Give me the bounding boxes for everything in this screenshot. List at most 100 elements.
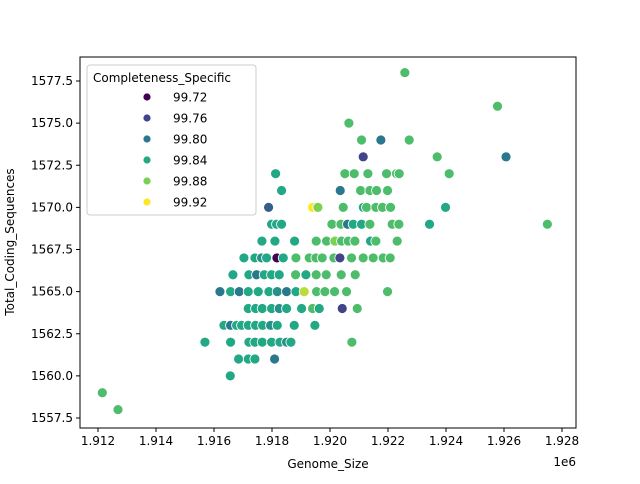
legend-box <box>86 64 257 216</box>
y-tick-label: 1557.5 <box>31 411 73 425</box>
legend-marker <box>142 155 152 165</box>
legend-marker <box>142 134 152 144</box>
legend-label: 99.80 <box>173 133 207 147</box>
data-point <box>440 201 451 213</box>
data-point <box>403 134 415 146</box>
data-point <box>310 269 322 281</box>
y-tick-label: 1570.0 <box>31 200 73 214</box>
data-point <box>319 286 331 298</box>
legend-title: Completeness_Specific <box>93 71 231 85</box>
data-point <box>233 286 245 298</box>
data-point <box>288 319 300 331</box>
data-point <box>492 100 503 112</box>
data-point <box>346 336 358 348</box>
x-offset-text: 1e6 <box>553 455 576 469</box>
axes: 1.912 1.914 1.916 1.918 1.920 1.922 1.924 1.926… <box>31 56 579 448</box>
data-point <box>329 286 340 298</box>
data-point <box>256 303 268 314</box>
legend-marker <box>142 92 152 102</box>
data-point <box>281 286 292 298</box>
data-point <box>281 303 292 314</box>
x-axis-label: Genome_Size <box>287 457 368 471</box>
x-tick-label: 1.918 <box>255 434 289 448</box>
legend-label: 99.88 <box>173 175 207 189</box>
data-point <box>348 168 360 180</box>
data-point <box>214 286 226 298</box>
data-point <box>290 269 301 281</box>
x-tick-label: 1.916 <box>197 434 231 448</box>
data-point <box>273 269 285 281</box>
data-point <box>276 218 287 230</box>
legend-marker <box>142 197 152 207</box>
data-point <box>334 185 346 196</box>
data-point <box>399 67 411 78</box>
data-point <box>313 303 325 314</box>
data-point <box>391 235 403 247</box>
points-layer <box>96 67 553 415</box>
data-point <box>351 303 363 314</box>
data-point <box>289 235 300 247</box>
data-point <box>349 235 361 247</box>
data-point <box>334 252 346 264</box>
data-point <box>224 370 236 382</box>
data-point <box>316 252 328 264</box>
data-point <box>362 168 374 180</box>
data-point <box>309 319 321 331</box>
plot-frame <box>79 56 577 429</box>
legend-label: 99.92 <box>173 196 207 210</box>
data-point <box>256 235 268 247</box>
data-point <box>298 286 310 298</box>
data-point <box>271 286 283 298</box>
data-point <box>384 252 396 264</box>
y-axis-label: Total_Coding_Sequences <box>3 168 17 316</box>
y-tick-label: 1562.5 <box>31 327 73 341</box>
data-point <box>385 201 396 213</box>
data-point <box>290 252 302 264</box>
data-point <box>370 235 382 247</box>
data-point <box>312 201 324 213</box>
legend-label: 99.84 <box>173 154 207 168</box>
data-point <box>285 336 297 348</box>
x-tick-label: 1.920 <box>313 434 347 448</box>
data-point <box>269 353 280 365</box>
data-point <box>225 336 236 348</box>
data-point <box>320 269 332 281</box>
data-point <box>252 286 264 298</box>
legend: Completeness_Specific 99.72 99.76 99.80 99.… <box>86 64 257 216</box>
legend-marker <box>142 176 152 186</box>
legend-marker <box>142 113 152 123</box>
data-point <box>326 218 338 230</box>
x-tick-label: 1.914 <box>139 434 173 448</box>
data-point <box>393 218 405 230</box>
data-point <box>261 252 272 264</box>
data-point <box>270 168 281 180</box>
data-point <box>431 151 443 163</box>
x-tick-label: 1.926 <box>487 434 521 448</box>
data-point <box>500 151 512 163</box>
data-point <box>357 252 369 264</box>
data-point <box>269 235 281 247</box>
y-tick-label: 1565.0 <box>31 285 73 299</box>
legend-label: 99.76 <box>173 112 207 126</box>
data-point <box>337 201 349 213</box>
data-point <box>361 201 372 213</box>
data-point <box>367 252 379 264</box>
data-point <box>263 201 274 213</box>
data-point <box>541 218 553 230</box>
data-point <box>424 218 435 230</box>
y-tick-label: 1572.5 <box>31 158 73 172</box>
data-point <box>233 353 244 365</box>
data-point <box>271 319 283 331</box>
y-tick-label: 1575.0 <box>31 116 73 130</box>
data-point <box>371 185 382 196</box>
data-point <box>443 168 455 180</box>
data-point <box>335 269 347 281</box>
data-point <box>300 269 312 281</box>
x-tick-label: 1.922 <box>371 434 405 448</box>
data-point <box>343 117 355 129</box>
x-tick-label: 1.924 <box>429 434 463 448</box>
data-point <box>336 303 348 314</box>
y-tick-label: 1567.5 <box>31 243 73 257</box>
data-point <box>381 168 392 180</box>
